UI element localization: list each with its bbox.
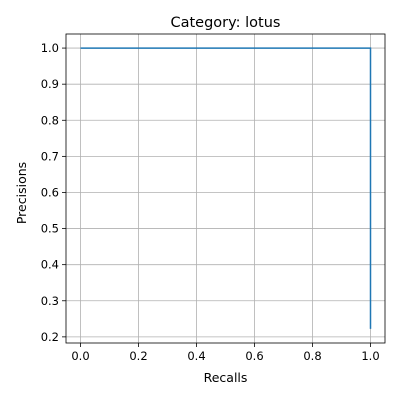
y-tick-label: 0.7	[41, 149, 59, 163]
y-tick-label: 0.4	[41, 258, 59, 272]
y-tick-label: 0.3	[41, 294, 59, 308]
x-tick-label: 0.6	[245, 349, 263, 363]
y-tick-label: 0.5	[41, 222, 59, 236]
y-tick-label: 0.8	[41, 113, 59, 127]
x-axis-label: Recalls	[204, 370, 248, 385]
x-tick-label: 0.8	[303, 349, 321, 363]
x-tick-label: 0.0	[71, 349, 89, 363]
y-axis-label: Precisions	[14, 162, 29, 224]
chart-title: Category: lotus	[170, 15, 280, 31]
y-tick-label: 0.2	[41, 330, 59, 344]
x-tick-label: 1.0	[361, 349, 379, 363]
pr-curve-line	[80, 47, 372, 329]
y-tick-label: 1.0	[41, 41, 59, 55]
x-tick-label: 0.2	[129, 349, 147, 363]
plot-frame	[65, 33, 386, 344]
x-tick-label: 0.4	[187, 349, 205, 363]
grid-lines	[66, 34, 385, 343]
y-tick-label: 0.6	[41, 185, 59, 199]
series-lines	[80, 47, 372, 329]
axis-ticks: 0.0 0.2 0.4 0.6 0.8 1.0 0.2 0.3 0.4 0.5 0.6 0.7 0.8 0…	[41, 41, 380, 363]
y-tick-label: 0.9	[41, 77, 59, 91]
